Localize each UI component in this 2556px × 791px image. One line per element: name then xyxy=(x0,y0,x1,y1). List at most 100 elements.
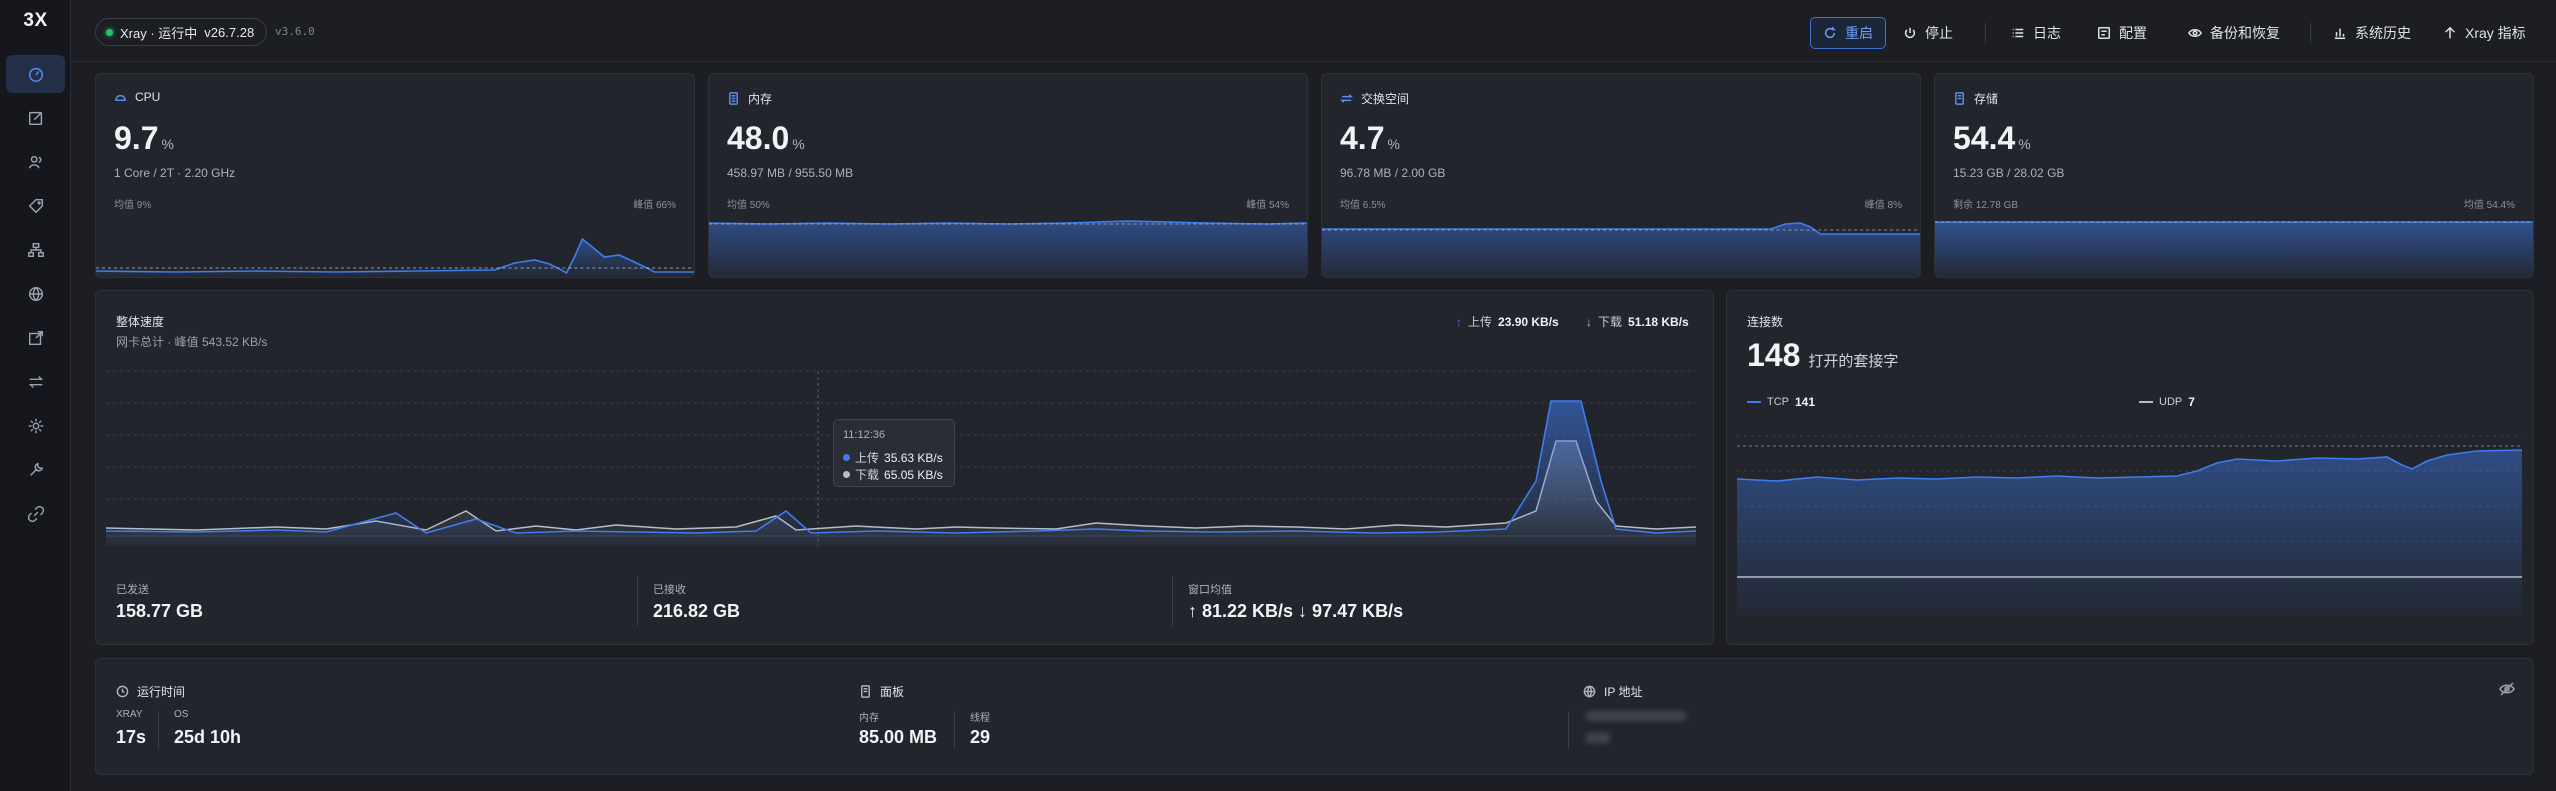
globe-icon xyxy=(28,286,43,302)
nav-tags[interactable] xyxy=(6,187,65,225)
ip-title: IP 地址 xyxy=(1604,685,1643,699)
restart-button[interactable]: 重启 xyxy=(1810,17,1886,49)
tcp-value: 141 xyxy=(1795,395,1816,409)
toolbar-divider xyxy=(1985,23,1986,43)
xray-uptime-label: XRAY xyxy=(116,709,143,720)
cpu-sparkline xyxy=(96,237,694,277)
swap-unit: % xyxy=(1387,136,1400,152)
ipv6-redacted xyxy=(1586,733,1610,743)
disk-value: 54.4 xyxy=(1953,120,2016,156)
received-label: 已接收 xyxy=(653,584,686,596)
download-rate: 51.18 KB/s xyxy=(1628,314,1689,329)
upload-label: 上传 xyxy=(1468,315,1493,329)
panel-divider xyxy=(954,711,955,749)
udp-legend: UDP 7 xyxy=(2139,395,2195,409)
history-label: 系统历史 xyxy=(2355,25,2411,41)
xray-version: v26.7.28 xyxy=(204,24,255,40)
threads-label: 线程 xyxy=(970,713,990,724)
list-icon xyxy=(2012,28,2024,38)
xray-metrics-button[interactable]: Xray 指标 xyxy=(2431,17,2538,49)
nav-settings[interactable] xyxy=(6,407,65,445)
disk-free: 剩余 12.78 GB xyxy=(1953,200,2019,211)
panel-title: 面板 xyxy=(880,685,905,699)
status-dot xyxy=(106,28,113,36)
window-avg-value: ↑ 81.22 KB/s ↓ 97.47 KB/s xyxy=(1188,601,1404,621)
clock-icon xyxy=(116,685,129,698)
tcp-label: TCP xyxy=(1767,396,1789,408)
nav-clients[interactable] xyxy=(6,143,65,181)
stat-divider xyxy=(637,576,638,626)
ip-divider xyxy=(1568,711,1569,749)
tcp-legend: TCP 141 xyxy=(1747,395,1815,409)
upload-legend: ↑ 上传 23.90 KB/s xyxy=(1456,314,1559,330)
topbar: Xray · 运行中 v26.7.28 v3.6.0 重启 停止 日志 配置 备… xyxy=(71,0,2556,62)
tag-icon xyxy=(28,198,43,214)
swap-peak: 峰值 8% xyxy=(1864,200,1902,211)
app-logo: 3X xyxy=(23,10,48,31)
swap-value: 4.7 xyxy=(1340,120,1385,156)
connections-count: 148 xyxy=(1747,337,1801,373)
disk-avg: 均值 54.4% xyxy=(2463,200,2515,211)
backup-button[interactable]: 备份和恢复 xyxy=(2176,17,2292,49)
ipv4-redacted xyxy=(1586,711,1686,721)
nav-integrations[interactable] xyxy=(6,495,65,533)
cpu-peak: 峰值 66% xyxy=(633,200,676,211)
tcp-swatch xyxy=(1747,401,1761,403)
cpu-icon xyxy=(115,94,126,101)
disk-unit: % xyxy=(2018,136,2031,152)
nav-nodes[interactable] xyxy=(6,231,65,269)
window-avg-label: 窗口均值 xyxy=(1188,584,1232,596)
link-icon xyxy=(27,505,44,523)
os-uptime-label: OS xyxy=(174,709,189,720)
udp-swatch xyxy=(2139,401,2153,403)
users-icon xyxy=(28,155,41,169)
nav-transfer[interactable] xyxy=(6,363,65,401)
swap-sparkline xyxy=(1322,222,1920,277)
toolbar-divider xyxy=(2310,23,2311,43)
throughput-chart[interactable] xyxy=(96,361,1714,561)
memory-icon xyxy=(729,92,738,105)
throughput-title: 整体速度 xyxy=(116,315,165,329)
swap-detail: 96.78 MB / 2.00 GB xyxy=(1340,166,1446,180)
nav-dashboard[interactable] xyxy=(6,55,65,93)
nav-inbounds[interactable] xyxy=(6,99,65,137)
uptime-title: 运行时间 xyxy=(137,685,186,699)
globe-icon xyxy=(1583,685,1596,698)
eye-off-icon[interactable] xyxy=(2499,681,2515,697)
disk-sparkline xyxy=(1935,221,2533,277)
uptime-divider xyxy=(158,711,159,749)
os-uptime-value: 25d 10h xyxy=(174,727,242,747)
arrow-up-icon xyxy=(2445,26,2455,39)
tooltip-up-label: 上传 xyxy=(855,451,880,465)
xray-status-badge[interactable]: Xray · 运行中 v26.7.28 xyxy=(95,18,268,46)
swap-icon xyxy=(1340,94,1353,103)
nav-outbounds[interactable] xyxy=(6,319,65,357)
config-button[interactable]: 配置 xyxy=(2085,17,2159,49)
udp-value: 7 xyxy=(2188,395,2195,409)
throughput-subtitle: 网卡总计 · 峰值 543.52 KB/s xyxy=(116,335,268,349)
connections-chart[interactable] xyxy=(1737,431,2527,631)
history-button[interactable]: 系统历史 xyxy=(2321,17,2423,49)
sent-value: 158.77 GB xyxy=(116,601,204,621)
nav-tools[interactable] xyxy=(6,451,65,489)
upload-rate: 23.90 KB/s xyxy=(1498,314,1559,329)
stop-label: 停止 xyxy=(1925,25,1953,41)
cpu-unit: % xyxy=(161,136,174,152)
metrics-label: Xray 指标 xyxy=(2465,25,2526,41)
memory-unit: % xyxy=(792,136,805,152)
logs-button[interactable]: 日志 xyxy=(1999,17,2073,49)
nav-routing[interactable] xyxy=(6,275,65,313)
sidebar: 3X xyxy=(0,0,71,791)
power-icon xyxy=(1904,27,1916,39)
cpu-title: CPU xyxy=(135,90,161,104)
config-icon xyxy=(2098,27,2110,39)
tooltip-time: 11:12:36 xyxy=(843,429,886,441)
stop-button[interactable]: 停止 xyxy=(1891,17,1965,49)
swap-title: 交换空间 xyxy=(1361,92,1410,106)
memory-detail: 458.97 MB / 955.50 MB xyxy=(727,166,854,180)
panel-memory-value: 85.00 MB xyxy=(859,727,938,747)
cpu-detail: 1 Core / 2T · 2.20 GHz xyxy=(114,166,236,180)
eye-icon xyxy=(2188,28,2202,38)
disk-card: 存储 54.4% 15.23 GB / 28.02 GB 剩余 12.78 GB… xyxy=(1934,73,2534,278)
panel-version: v3.6.0 xyxy=(275,25,315,38)
